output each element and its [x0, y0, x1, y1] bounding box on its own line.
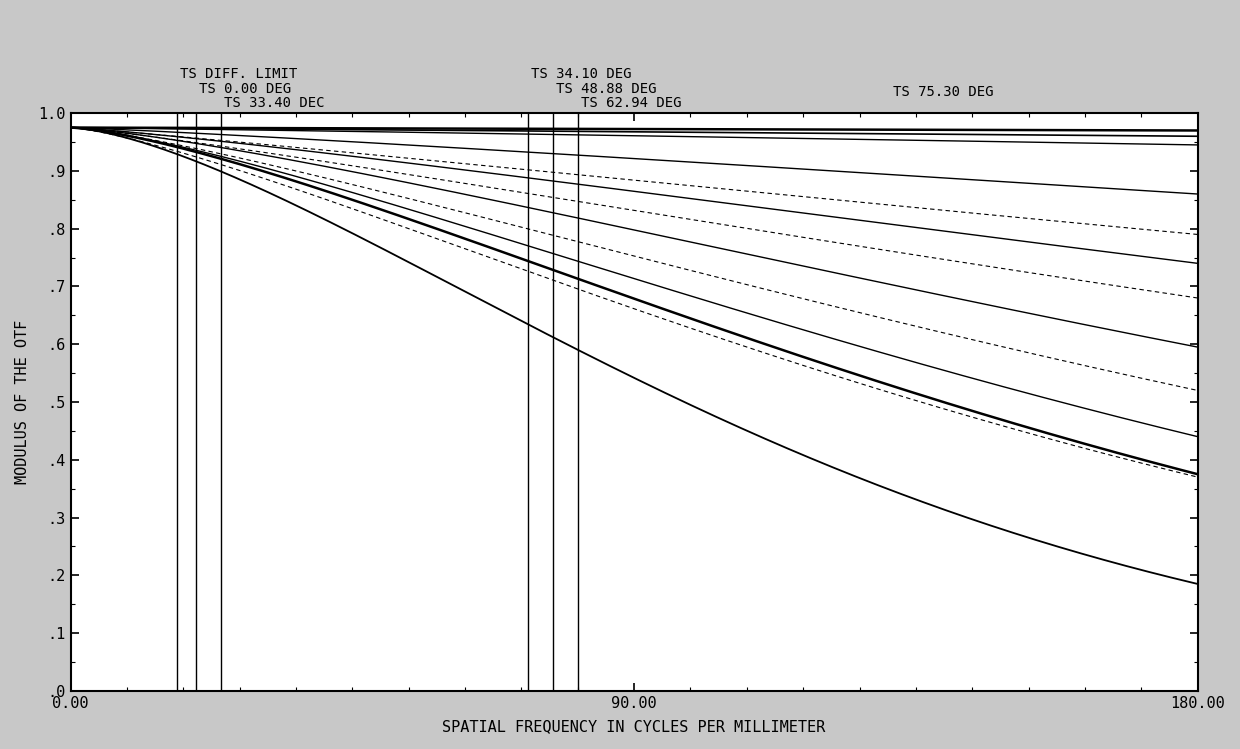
Y-axis label: MODULUS OF THE OTF: MODULUS OF THE OTF [15, 320, 30, 484]
Text: TS 34.10 DEG: TS 34.10 DEG [531, 67, 631, 82]
Text: TS 62.94 DEG: TS 62.94 DEG [580, 97, 681, 110]
Text: TS 33.40 DEC: TS 33.40 DEC [224, 97, 325, 110]
X-axis label: SPATIAL FREQUENCY IN CYCLES PER MILLIMETER: SPATIAL FREQUENCY IN CYCLES PER MILLIMET… [443, 719, 826, 734]
Text: TS 0.00 DEG: TS 0.00 DEG [198, 82, 291, 96]
Text: TS 48.88 DEG: TS 48.88 DEG [556, 82, 656, 96]
Text: TS 75.30 DEG: TS 75.30 DEG [893, 85, 993, 99]
Text: TS DIFF. LIMIT: TS DIFF. LIMIT [180, 67, 298, 82]
